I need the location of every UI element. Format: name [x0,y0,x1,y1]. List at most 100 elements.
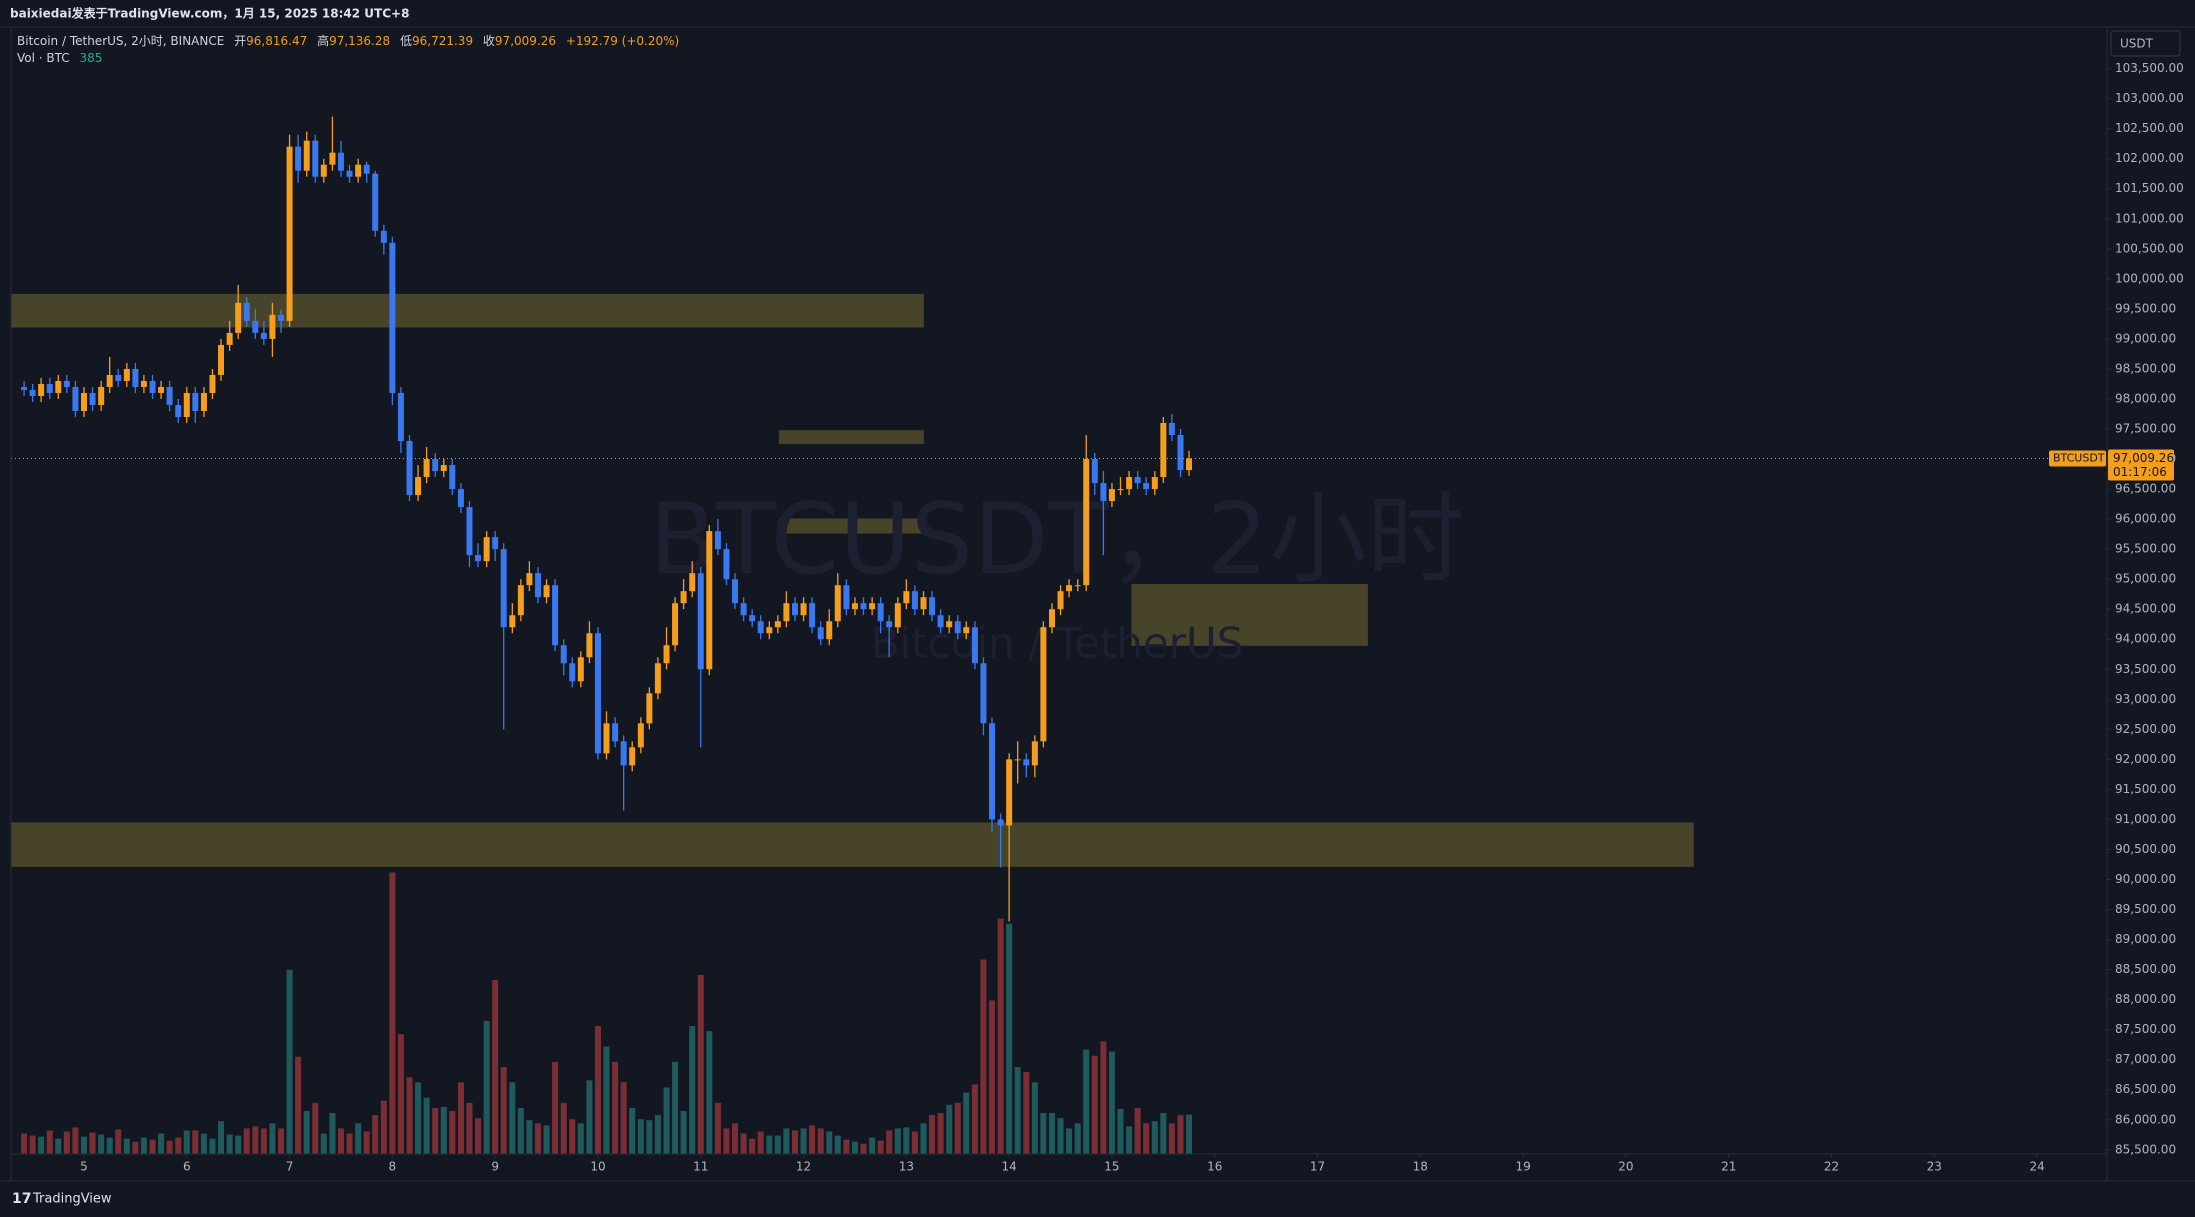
candle-body [286,146,293,321]
volume-bar [329,1113,336,1154]
volume-bar [192,1130,199,1154]
x-tick-label: 9 [491,1160,499,1174]
volume-bar [295,1056,302,1154]
volume-bar [440,1106,447,1154]
volume-bar [792,1130,799,1154]
candle-body [183,392,190,417]
candle-body [749,615,756,622]
volume-bar [552,1061,559,1154]
volume-bar [1117,1108,1124,1154]
y-tick-label: 98,500.00 [2115,361,2176,375]
candle-body [1031,741,1038,766]
volume-bar [971,1084,978,1154]
candle-body [723,549,730,580]
volume-bar [697,974,704,1154]
candle-body [295,146,302,171]
volume-bar [1160,1113,1167,1154]
candles [21,116,1193,922]
candle-body [877,603,884,622]
candle-body [980,663,987,724]
candle-body [1083,459,1090,586]
volume-bar [680,1111,687,1154]
candle-body [1126,477,1133,490]
y-tick-label: 101,000.00 [2115,211,2184,225]
symbol: Bitcoin / TetherUS, 2小时, BINANCE [17,34,224,48]
ticker-badge [2049,450,2106,467]
volume-bar [260,1128,267,1154]
low-name: 低 [400,34,412,48]
candle-body [166,386,173,405]
volume-bar [432,1107,439,1154]
volume-bar [672,1061,679,1154]
candle-body [200,392,207,411]
candle-body [192,392,199,411]
volume-bar [278,1128,285,1154]
volume-bar [988,1000,995,1154]
candle-body [766,627,773,634]
candle-body [432,459,439,472]
y-tick-label: 96,500.00 [2115,482,2176,496]
volume-bar [1151,1121,1158,1154]
candle-body [1049,609,1056,628]
candle-body [586,633,593,658]
zone [11,822,1694,867]
y-tick-label: 92,000.00 [2115,752,2176,766]
x-tick-label: 19 [1515,1160,1530,1174]
volume-bar [355,1123,362,1154]
volume-bar [1040,1113,1047,1154]
candle-body [800,603,807,616]
candle-body [363,164,370,174]
candle-body [397,392,404,442]
volume-bar [800,1128,807,1154]
volume-bar [577,1123,584,1154]
candle-body [346,170,353,177]
candle-body [175,404,182,417]
candle-body [509,615,516,628]
volume-title: Vol · BTC [17,51,70,65]
candle-body [612,723,619,742]
candle-body [29,389,36,396]
volume-bar [1134,1107,1141,1154]
low-value: 96,721.39 [412,34,473,48]
price-badge [2108,449,2174,481]
y-tick-label: 93,000.00 [2115,692,2176,706]
candle-body [123,368,130,381]
volume-bar [106,1137,113,1154]
candle-body [243,302,250,321]
candle-body [140,380,147,387]
candle-body [731,579,738,604]
currency[interactable]: USDT [2120,37,2154,51]
x-tick-label: 11 [693,1160,708,1174]
candle-body [680,591,687,604]
y-tick-label: 97,500.00 [2115,422,2176,436]
volume-bar [809,1125,816,1154]
candle-body [132,368,139,387]
candle-body [355,164,362,177]
candle-body [1040,627,1047,742]
candle-body [209,374,216,393]
volume-bar [286,969,293,1154]
candle-body [492,537,499,550]
candle-body [226,332,233,345]
close-name: 收 [483,34,495,48]
volume-bar [663,1087,670,1154]
candle-body [1177,435,1184,471]
x-tick-label: 16 [1207,1160,1222,1174]
candle-body [629,747,636,766]
volume-bar [1186,1114,1193,1154]
x-tick-label: 24 [2029,1160,2044,1174]
candle-body [911,591,918,610]
candle-body [1160,422,1167,478]
high-name: 高 [317,33,329,48]
volume-bar [646,1120,653,1154]
candle-body [415,477,422,496]
volume-bar [860,1143,867,1154]
volume-bar [457,1082,464,1154]
candle-body [1006,759,1013,826]
y-tick-label: 103,000.00 [2115,91,2184,105]
x-tick-label: 22 [1824,1160,1839,1174]
volume-bar [903,1127,910,1154]
volume-bar [731,1123,738,1154]
volume-bar [492,979,499,1154]
currency-button[interactable] [2110,30,2181,57]
